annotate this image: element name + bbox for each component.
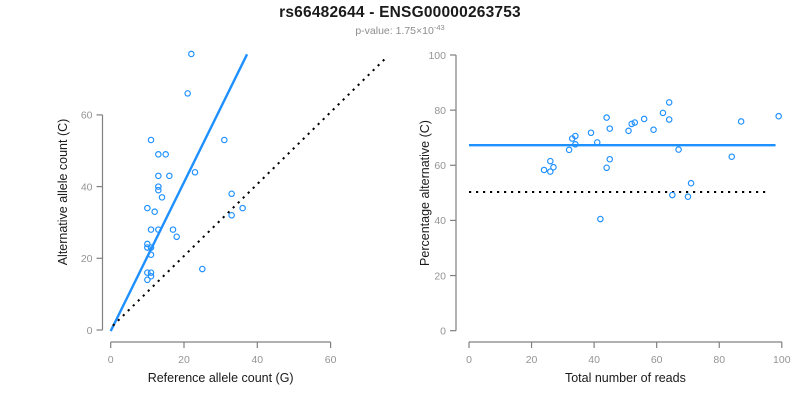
- percentage-data-point: [640, 115, 648, 123]
- percentage-data-point: [547, 157, 554, 165]
- percentage-data-point: [550, 163, 557, 171]
- allele-counts-data-point: [173, 233, 180, 241]
- allele-counts-data-point: [147, 269, 155, 276]
- percentage-x-tick-label: 60: [651, 354, 663, 366]
- percentage-data-point: [606, 155, 614, 163]
- percentage-data-point: [568, 135, 576, 142]
- percentage-y-tick-label: 60: [434, 160, 446, 172]
- allele-counts-x-axis-title: Reference allele count (G): [148, 371, 294, 385]
- percentage-y-axis-title: Percentage alternative (C): [418, 120, 432, 266]
- percentage-data-point: [603, 114, 610, 121]
- allele-counts-data-point: [155, 151, 162, 158]
- percentage-x-tick-label: 100: [773, 354, 791, 366]
- allele-counts-data-point: [147, 244, 155, 251]
- percentage-data-point: [587, 129, 595, 137]
- allele-counts-x-tick-label: 60: [325, 354, 337, 366]
- allele-counts-data-point: [147, 251, 155, 258]
- fit-line: [109, 53, 249, 332]
- allele-counts-data-point: [221, 136, 228, 144]
- percentage-data-point: [665, 99, 673, 106]
- allele-counts-data-point: [169, 226, 177, 233]
- percentage-data-point: [547, 168, 554, 175]
- percentage-data-point: [728, 153, 736, 161]
- allele-counts-y-tick-label: 0: [87, 325, 93, 337]
- allele-counts-data-point: [166, 172, 173, 180]
- percentage-y-tick-label: 20: [434, 270, 446, 282]
- percentage-data-point: [675, 146, 682, 153]
- percentage-x-tick-label: 0: [466, 354, 472, 366]
- allele-counts-data-point: [158, 194, 166, 201]
- p-value-text: p-value: 1.75×10: [355, 25, 434, 37]
- allele-counts-data-point: [191, 168, 199, 176]
- percentage-data-point: [775, 112, 782, 120]
- allele-counts-data-point: [144, 276, 151, 284]
- allele-counts-x-tick-label: 40: [251, 354, 263, 366]
- percentage-data-point: [631, 119, 639, 126]
- percentage-data-point: [669, 191, 676, 199]
- allele-counts-data-point: [144, 244, 151, 251]
- percentage-data-point: [603, 164, 610, 172]
- percentage-x-tick-label: 20: [526, 354, 538, 366]
- percentage-data-point: [650, 126, 657, 133]
- percentage-y-tick-label: 40: [434, 215, 446, 227]
- percentage-data-point: [540, 166, 548, 174]
- percentage-data-point: [597, 215, 604, 223]
- allele-counts-x-tick-label: 0: [108, 354, 114, 366]
- allele-counts-data-point: [155, 226, 162, 233]
- allele-counts-data-point: [144, 269, 151, 276]
- allele-counts-data-point: [147, 136, 155, 144]
- allele-counts-data-point: [155, 183, 162, 190]
- allele-counts-data-point: [239, 204, 246, 212]
- allele-counts-data-point: [199, 265, 206, 273]
- allele-counts-data-point: [184, 90, 191, 97]
- allele-counts-y-tick-label: 20: [81, 253, 93, 265]
- percentage-data-point: [687, 179, 695, 187]
- percentage-data-point: [684, 193, 692, 200]
- allele-counts-data-point: [162, 151, 169, 158]
- allele-counts-data-point: [155, 172, 162, 180]
- percentage-y-tick-label: 0: [440, 326, 446, 338]
- p-value-exponent: -43: [433, 23, 445, 32]
- allele-counts-x-tick-label: 20: [178, 354, 190, 366]
- percentage-data-point: [593, 139, 601, 146]
- allele-counts-data-point: [147, 226, 155, 233]
- allele-counts-data-point: [188, 50, 195, 58]
- allele-counts-data-point: [144, 204, 151, 212]
- allele-counts-data-point: [155, 186, 162, 194]
- allele-counts-data-point: [144, 240, 151, 248]
- percentage-y-tick-label: 80: [434, 105, 446, 117]
- percentage-x-tick-label: 80: [713, 354, 725, 366]
- percentage-data-point: [628, 120, 635, 128]
- percentage-data-point: [565, 146, 573, 154]
- allele-counts-data-point: [228, 212, 235, 219]
- percentage-data-point: [737, 118, 745, 125]
- percentage-y-tick-label: 100: [428, 50, 446, 62]
- percentage-data-point: [625, 127, 632, 135]
- percentage-x-tick-label: 40: [588, 354, 600, 366]
- allele-counts-y-tick-label: 60: [81, 110, 93, 122]
- p-value-subtitle: p-value: 1.75×10-43: [0, 23, 800, 37]
- percentage-x-axis-title: Total number of reads: [565, 371, 686, 385]
- allele-counts-data-point: [151, 208, 158, 215]
- percentage-data-point: [665, 116, 673, 123]
- allele-counts-data-point: [147, 272, 155, 280]
- percentage-data-point: [572, 141, 579, 148]
- page-title: rs66482644 - ENSG00000263753: [279, 4, 521, 21]
- allele-counts-y-axis-title: Alternative allele count (C): [56, 119, 70, 266]
- percentage-data-point: [659, 109, 667, 117]
- percentage-data-point: [606, 125, 614, 132]
- allele-counts-data-point: [228, 190, 235, 198]
- allele-counts-y-tick-label: 40: [81, 181, 93, 193]
- identity-line: [112, 55, 389, 327]
